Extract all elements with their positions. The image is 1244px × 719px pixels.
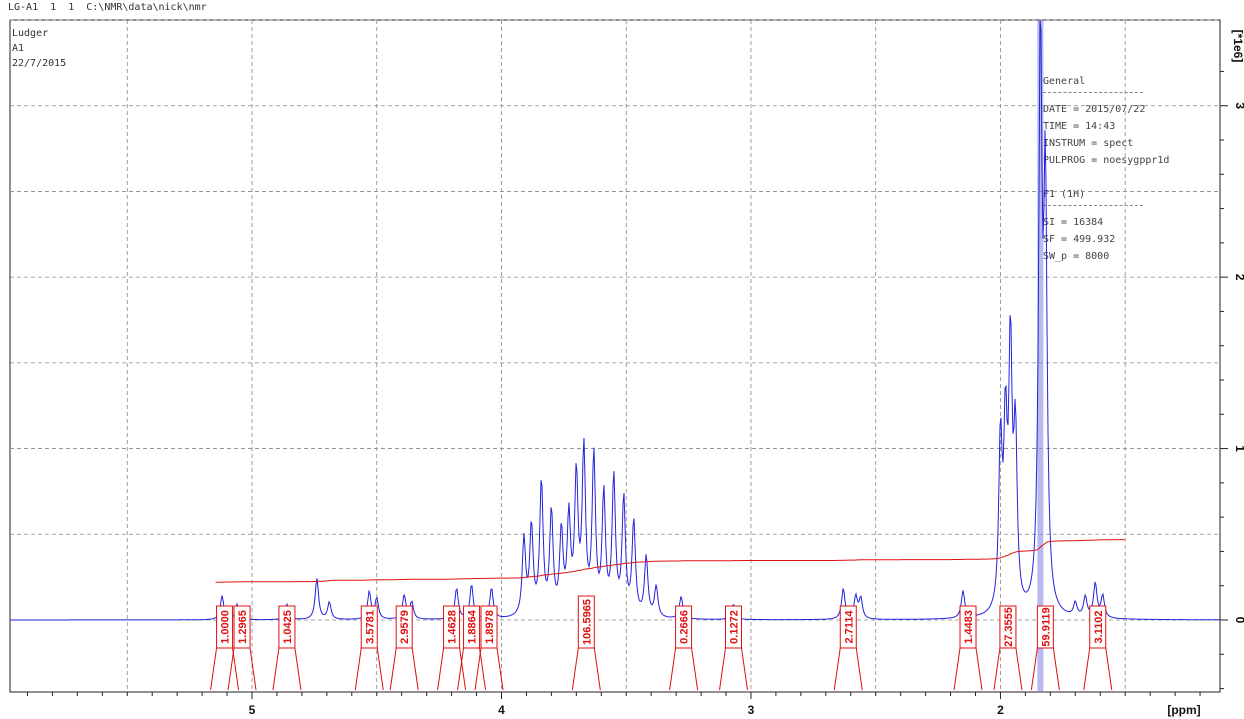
integral-bracket <box>719 647 748 691</box>
integral-bracket <box>437 647 467 691</box>
params-section-f1: F1 (1H) <box>1043 189 1086 200</box>
param-time: TIME = 14:43 <box>1043 121 1116 132</box>
integral-label: 59.9119 <box>1040 607 1052 646</box>
integral-label: 106.5965 <box>581 599 593 645</box>
param-instrum: INSTRUM = spect <box>1043 138 1134 149</box>
sample-date: 22/7/2015 <box>12 58 67 69</box>
separator <box>1043 205 1143 208</box>
sample-id: A1 <box>12 43 25 54</box>
y-tick-label: 0 <box>1233 617 1244 624</box>
integral-label: 0.2666 <box>679 610 691 644</box>
integral-bracket <box>993 647 1023 691</box>
separator <box>1043 92 1143 95</box>
cursor-marker <box>1037 20 1044 692</box>
integral-value: 1.4483 <box>953 605 983 691</box>
integral-box <box>839 605 857 649</box>
integral-bracket <box>833 647 863 691</box>
params-section-general: General <box>1043 76 1086 87</box>
integral-bracket <box>669 647 699 691</box>
integral-label: 3.1102 <box>1093 610 1105 643</box>
integral-value: 3.5781 <box>354 605 384 691</box>
spectrum-line <box>10 19 1220 621</box>
sample-info: Ludger A1 22/7/2015 <box>12 26 66 71</box>
param-pulprog: PULPROG = noesygppr1d <box>1043 155 1170 166</box>
integral-bracket <box>210 647 240 691</box>
integral-bracket <box>953 647 983 691</box>
integral-label: 1.0000 <box>220 610 232 644</box>
integral-box <box>1036 605 1054 649</box>
integral-label: 27.3555 <box>1003 607 1015 647</box>
integral-curve <box>215 539 1125 583</box>
acquisition-parameters: General DATE = 2015/07/22 TIME = 14:43 IN… <box>1043 73 1169 265</box>
integral-bracket <box>272 647 302 691</box>
integral-value: 3.1102 <box>1083 605 1113 691</box>
integral-value: 59.9119 <box>1030 605 1060 691</box>
integral-box <box>216 605 234 649</box>
integral-bracket <box>227 647 257 691</box>
integral-bracket <box>1083 647 1113 691</box>
integral-label: 2.7114 <box>843 610 855 644</box>
integral-bracket <box>474 647 504 691</box>
integral-box <box>463 605 481 649</box>
integral-box <box>725 605 743 649</box>
integral-value: 1.8978 <box>474 605 504 691</box>
integral-box <box>999 605 1017 649</box>
x-tick-label: 3 <box>748 703 755 717</box>
param-swp: SW_p = 8000 <box>1043 251 1110 262</box>
integral-bracket <box>571 647 601 691</box>
integral-label: 1.2965 <box>237 610 249 644</box>
integral-box <box>959 605 977 649</box>
integral-box <box>1089 605 1107 649</box>
integral-value: 1.8864 <box>457 605 487 691</box>
integral-box <box>675 605 693 649</box>
integral-value: 27.3555 <box>993 605 1023 691</box>
integral-value: 2.9579 <box>389 605 419 691</box>
integral-box <box>278 605 296 649</box>
integral-label: 1.8978 <box>484 610 496 644</box>
integral-bracket <box>354 647 384 691</box>
integral-label: 1.4483 <box>963 610 975 644</box>
integral-value: 1.2965 <box>227 605 257 691</box>
sample-name: Ludger <box>12 28 49 39</box>
integral-label: 1.8864 <box>467 609 479 644</box>
y-tick-label: 3 <box>1233 102 1244 109</box>
x-tick-label: 5 <box>249 703 256 717</box>
integral-value: 1.4628 <box>437 605 467 691</box>
integral-value: 106.5965 <box>571 595 601 691</box>
integral-value: 1.0000 <box>210 605 240 691</box>
integral-box <box>577 595 595 649</box>
integral-box <box>443 605 461 649</box>
integral-label: 0.1272 <box>729 610 741 644</box>
integral-box <box>360 605 378 649</box>
param-date: DATE = 2015/07/22 <box>1043 104 1146 115</box>
y-tick-label: 2 <box>1233 274 1244 281</box>
integral-box <box>480 605 498 649</box>
integral-box <box>395 605 413 649</box>
x-tick-label: 2 <box>997 703 1004 717</box>
x-axis-label: [ppm] <box>1167 703 1200 717</box>
integral-bracket <box>1030 647 1060 691</box>
integral-value: 0.1272 <box>719 605 748 691</box>
param-sf: SF = 499.932 <box>1043 234 1116 245</box>
integral-label: 1.0425 <box>282 610 294 644</box>
y-axis-label: [*1e6] <box>1231 30 1244 63</box>
integral-label: 2.9579 <box>399 610 411 644</box>
integral-value: 1.0425 <box>272 605 302 691</box>
integral-bracket <box>457 647 487 691</box>
y-tick-label: 1 <box>1233 445 1244 452</box>
integral-bracket <box>389 647 419 691</box>
x-tick-label: 4 <box>498 703 505 717</box>
integral-value: 2.7114 <box>833 605 863 691</box>
integral-box <box>233 605 251 649</box>
integral-value: 0.2666 <box>669 605 699 691</box>
dataset-title: LG-A1 1 1 C:\NMR\data\nick\nmr <box>8 2 207 13</box>
integral-label: 1.4628 <box>447 610 459 644</box>
param-si: SI = 16384 <box>1043 217 1104 228</box>
integral-label: 3.5781 <box>364 610 376 644</box>
